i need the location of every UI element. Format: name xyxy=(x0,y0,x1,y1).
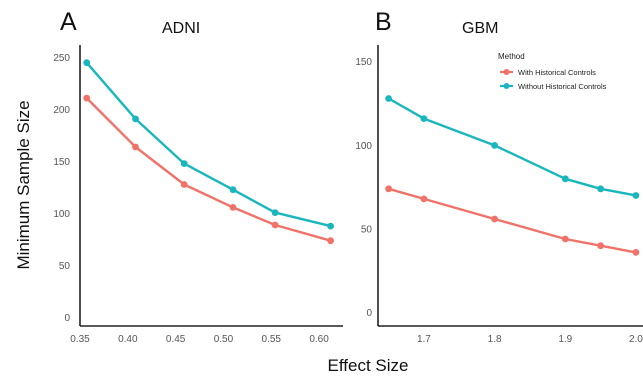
panel-a-title: ADNI xyxy=(162,20,200,37)
legend-without-label: Without Historical Controls xyxy=(518,82,607,91)
y-axis-label: Minimum Sample Size xyxy=(14,100,33,269)
panel-a-y-tick-label: 250 xyxy=(53,53,70,64)
panel-b-title: GBM xyxy=(462,20,498,37)
panel-a-y-tick-label: 200 xyxy=(53,105,70,116)
panel-b-without-historical-point xyxy=(420,115,428,122)
panel-b-y-tick-label: 50 xyxy=(361,224,373,235)
panel-a-without-historical-point xyxy=(132,115,139,123)
panel-b-x-tick-label: 1.9 xyxy=(558,334,572,345)
panel-a-without-historical-point xyxy=(327,222,334,230)
panel-b-with-historical-point xyxy=(385,185,392,193)
panel-b-without-historical-line xyxy=(388,97,637,197)
panel-a-with-historical-line xyxy=(85,97,331,242)
panel-b-without-historical-point xyxy=(561,175,569,183)
panel-b-letter: B xyxy=(375,8,392,36)
panel-b-with-historical-point xyxy=(561,235,569,243)
panel-a-x-tick-label: 0.45 xyxy=(166,334,186,345)
legend-without-marker xyxy=(503,83,510,89)
panel-b-with-historical-point xyxy=(597,242,604,250)
panel-a-without-historical-point xyxy=(180,160,188,168)
panel-b-with-historical-point xyxy=(491,215,498,223)
panel-b-without-historical-point xyxy=(597,185,604,193)
panel-b-y-tick-label: 100 xyxy=(355,141,372,152)
panel-b-ticks: 0 50 100 150 1.7 1.8 1.9 2.0 xyxy=(355,57,643,345)
panel-b-with-historical-line xyxy=(388,187,637,254)
panel-b-with-historical-point xyxy=(632,249,640,256)
panel-b-with-historical-point xyxy=(420,195,428,203)
panel-a-x-tick-label: 0.50 xyxy=(214,334,234,345)
panel-a-with-historical-point xyxy=(327,237,334,245)
legend: Method With Historical Controls Without … xyxy=(498,52,607,91)
panel-b-y-tick-label: 0 xyxy=(366,308,372,319)
panel-a-with-historical-point xyxy=(132,143,139,151)
panel-a-x-tick-label: 0.35 xyxy=(70,334,90,345)
legend-with-label: With Historical Controls xyxy=(518,68,596,77)
panel-a-x-tick-label: 0.55 xyxy=(262,334,282,345)
panel-a-y-tick-label: 100 xyxy=(53,209,70,220)
legend-title: Method xyxy=(498,52,525,61)
panel-a-with-historical-point xyxy=(271,221,279,229)
panel-b-without-historical-point xyxy=(385,95,392,102)
panel-a-with-historical-point xyxy=(83,94,91,102)
panel-a-x-tick-label: 0.40 xyxy=(118,334,138,345)
panel-a-without-historical-point xyxy=(229,186,237,194)
panel-a-without-historical-line xyxy=(85,61,331,228)
panel-a-series xyxy=(83,59,334,245)
panel-b-x-tick-label: 1.7 xyxy=(417,334,431,345)
panel-a-x-tick-label: 0.60 xyxy=(309,334,329,345)
panel-a-without-historical-point xyxy=(271,209,279,217)
legend-with-marker xyxy=(503,69,510,75)
panel-a-ticks: 0 50 100 150 200 250 0.35 0.40 0.45 0.50 0.55 0.60 xyxy=(53,53,329,345)
panel-b-series xyxy=(385,95,640,256)
panel-a-y-tick-label: 50 xyxy=(59,261,71,272)
panel-a: A ADNI 0 50 100 150 200 250 0.35 0.40 0.45 0.50 0.… xyxy=(53,8,343,345)
panel-a-without-historical-point xyxy=(83,59,91,67)
panel-a-y-tick-label: 0 xyxy=(64,313,70,324)
panel-b-without-historical-point xyxy=(632,192,640,199)
panel-b: B GBM 0 50 100 150 1.7 1.8 1.9 2.0 Method With … xyxy=(355,8,643,345)
panel-a-letter: A xyxy=(60,8,77,36)
panel-b-y-tick-label: 150 xyxy=(355,57,372,68)
panel-b-x-tick-label: 2.0 xyxy=(629,334,643,345)
panel-a-y-tick-label: 150 xyxy=(53,157,70,168)
panel-b-without-historical-point xyxy=(491,142,498,149)
panel-b-x-tick-label: 1.8 xyxy=(488,334,502,345)
panel-a-with-historical-point xyxy=(229,204,237,211)
x-axis-label: Effect Size xyxy=(328,356,409,375)
panel-a-with-historical-point xyxy=(180,181,188,188)
